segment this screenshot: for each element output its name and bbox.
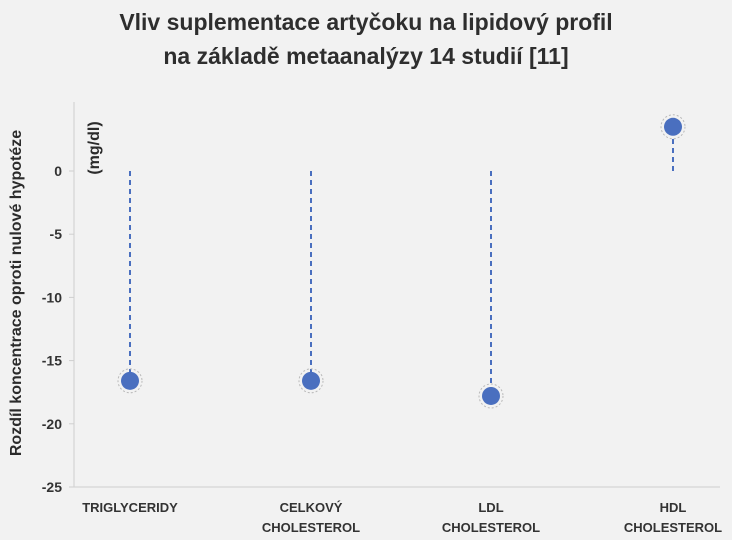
chart-title-line-2: na základě metaanalýzy 14 studií [11] <box>163 43 568 69</box>
point-halo <box>298 368 324 394</box>
y-tick-label: 0 <box>54 163 62 179</box>
category-label: CHOLESTEROL <box>442 520 540 535</box>
y-tick-label: -15 <box>42 353 62 369</box>
point-halo <box>660 114 686 140</box>
point-halo <box>117 368 143 394</box>
y-tick-label: -10 <box>42 289 62 305</box>
y-tick-label: -20 <box>42 416 62 432</box>
y-tick-label: -25 <box>42 479 62 495</box>
data-point <box>302 371 320 390</box>
category-label: CELKOVÝ <box>280 500 343 515</box>
category-labels: TRIGLYCERIDY CELKOVÝ CHOLESTEROL LDL CHOLEST… <box>82 500 722 535</box>
category-label: LDL <box>478 500 503 515</box>
category-label: CHOLESTEROL <box>262 520 360 535</box>
data-marks <box>117 114 686 409</box>
data-point <box>121 371 139 390</box>
y-axis-label: Rozdíl koncentrace oproti nulové hypotéz… <box>8 130 25 456</box>
y-ticks: 0 -5 -10 -15 -20 -25 <box>42 163 74 495</box>
data-point <box>664 117 682 136</box>
category-label: TRIGLYCERIDY <box>82 500 178 515</box>
category-label: HDL <box>660 500 687 515</box>
chart-title-line-1: Vliv suplementace artyčoku na lipidový p… <box>119 9 612 35</box>
data-point <box>482 386 500 405</box>
unit-label: (mg/dl) <box>86 121 103 174</box>
y-tick-label: -5 <box>50 226 63 242</box>
point-halo <box>478 383 504 409</box>
category-label: CHOLESTEROL <box>624 520 722 535</box>
